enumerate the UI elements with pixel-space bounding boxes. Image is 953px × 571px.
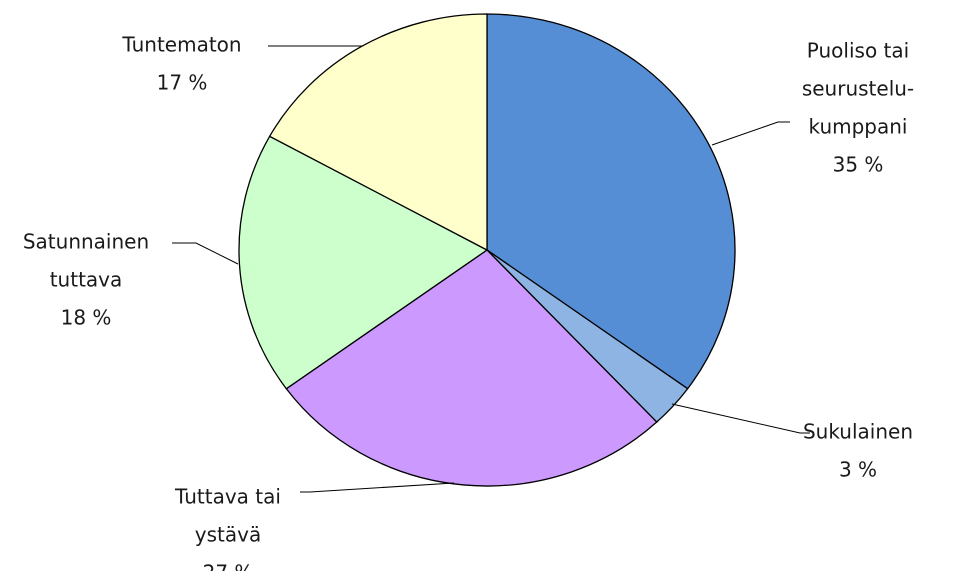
slice-name-line: seurustelu- <box>802 77 914 101</box>
pie-slice-4 <box>238 135 489 390</box>
slice-value-label: 17 % <box>157 71 208 95</box>
slice-label-4: Satunnainen tuttava 18 % <box>23 230 149 330</box>
leader-line-3 <box>300 482 455 493</box>
slice-name-line: Puoliso tai <box>807 39 909 63</box>
pie-slice-1 <box>486 13 736 390</box>
slice-value-label: 18 % <box>61 306 112 330</box>
slice-name-line: Sukulainen <box>803 420 913 444</box>
slice-label-5: Tuntematon 17 % <box>121 33 241 95</box>
slice-label-3: Tuttava tai ystävä 27 % <box>174 485 281 571</box>
leader-line-1 <box>711 121 790 146</box>
slice-name-line: Satunnainen <box>23 230 149 254</box>
slice-name-line: Tuntematon <box>121 33 241 57</box>
slice-value-label: 27 % <box>203 561 254 571</box>
pie-slices <box>238 13 736 487</box>
pie-slice-3 <box>285 249 658 487</box>
leader-line-2 <box>671 403 810 434</box>
slice-value-label: 3 % <box>839 458 877 482</box>
slice-value-label: 35 % <box>833 153 884 177</box>
slice-label-2: Sukulainen 3 % <box>803 420 913 482</box>
slice-name-line: Tuttava tai <box>174 485 281 509</box>
slice-label-1: Puoliso tai seurustelu-kumppani 35 % <box>802 39 914 177</box>
pie-labels: Puoliso tai seurustelu-kumppani 35 % Sukula… <box>23 33 914 571</box>
slice-name-line: ystävä <box>195 523 261 547</box>
slice-name-line: kumppani <box>808 115 907 139</box>
slice-name-line: tuttava <box>50 268 123 292</box>
leader-line-4 <box>172 242 239 265</box>
pie-slice-5 <box>268 13 488 252</box>
